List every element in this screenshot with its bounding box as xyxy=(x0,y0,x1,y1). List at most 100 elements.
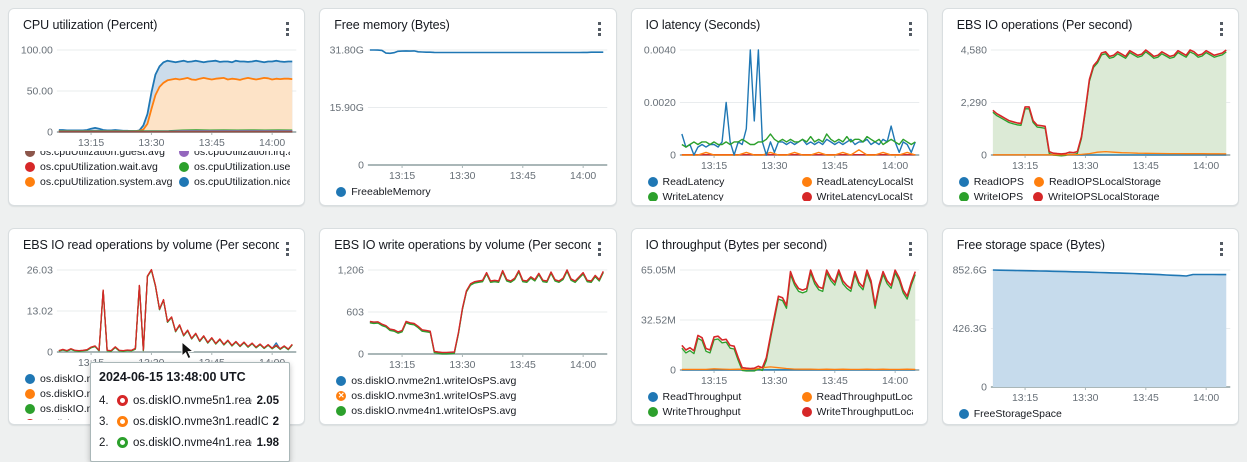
legend-item[interactable]: ReadIOPSLocalStorage xyxy=(1033,174,1161,189)
legend-label: os.cpuUtilization.nice.avg xyxy=(194,175,290,188)
kebab-dot-icon xyxy=(286,33,290,36)
chart-plot[interactable]: 31.80G 15.90G 0 13:15 13:30 13:45 14:00 xyxy=(322,40,611,183)
y-axis-tick-label: 50.00 xyxy=(27,86,53,97)
metric-panel: EBS IO write operations by volume (Per s… xyxy=(319,228,617,425)
legend-item[interactable]: FreeStorageSpace xyxy=(958,406,1062,420)
chart-plot[interactable]: 4,580 2,290 0 13:15 13:30 13:45 14:00 xyxy=(945,40,1234,173)
tooltip-row: 3. os.diskIO.nvme3n1.readIOsPS.avg 2 xyxy=(99,411,279,432)
chart-plot[interactable]: 65.05M 32.52M 0 13:15 13:30 13:45 14:00 xyxy=(634,260,923,388)
panel-header: Free memory (Bytes) xyxy=(320,9,615,40)
kebab-dot-icon xyxy=(908,253,912,256)
panel-title: IO latency (Seconds) xyxy=(645,18,761,32)
panel-menu-button[interactable] xyxy=(1213,18,1230,40)
panel-header: Free storage space (Bytes) xyxy=(943,229,1238,260)
legend-item[interactable]: WriteLatencyLocalStorage xyxy=(801,189,913,201)
panel-header: IO latency (Seconds) xyxy=(632,9,927,40)
mouse-cursor-icon xyxy=(181,341,195,360)
kebab-dot-icon xyxy=(597,22,601,25)
y-axis-tick-label: 0 xyxy=(358,160,364,171)
legend-label: ReadIOPS xyxy=(973,175,1024,188)
legend-item[interactable]: WriteIOPSLocalStorage xyxy=(1033,189,1159,201)
legend-label: os.diskIO.nvme2n1.writeIOsPS.avg xyxy=(351,374,517,387)
legend-item[interactable]: os.diskIO.nvme2n1.writeIOsPS.avg xyxy=(336,373,601,388)
legend-item[interactable]: ReadLatencyLocalStorage xyxy=(801,174,913,189)
kebab-dot-icon xyxy=(597,247,601,251)
panel-header: IO throughput (Bytes per second) xyxy=(632,229,927,260)
panel-menu-button[interactable] xyxy=(902,238,919,260)
y-axis-tick-label: 32.52M xyxy=(641,315,676,326)
legend-item[interactable]: os.cpuUtilization.wait.avg xyxy=(25,159,171,174)
legend-item[interactable]: os.cpuUtilization.guest.avg xyxy=(25,151,171,159)
kebab-dot-icon xyxy=(286,22,290,25)
metric-panel: Free memory (Bytes) 31.80G 15.90G 0 13:15 13:… xyxy=(319,8,617,206)
y-axis-tick-label: 100.00 xyxy=(21,45,53,56)
x-axis-tick-label: 13:45 xyxy=(821,161,847,172)
panel-menu-button[interactable] xyxy=(279,238,296,260)
metric-panel: Free storage space (Bytes) 852.6G 426.3G 0 1… xyxy=(941,228,1239,425)
kebab-dot-icon xyxy=(908,242,912,245)
legend-label: ReadLatencyLocalStorage xyxy=(816,175,913,188)
x-axis-tick-label: 14:00 xyxy=(1193,161,1219,172)
series-color-dot-icon xyxy=(179,161,189,172)
kebab-dot-icon xyxy=(1220,242,1223,245)
legend-item[interactable]: ReadLatency xyxy=(647,174,794,189)
tooltip-metric-value: 1.98 xyxy=(256,436,279,449)
chart-legend: ReadLatency ReadLatencyLocalStorage WriteL… xyxy=(647,174,913,201)
legend-label: os.diskIO.nvme5n1.writeIOsPS.avg xyxy=(351,420,516,421)
kebab-dot-icon xyxy=(908,247,912,251)
chart-plot[interactable]: 100.00 50.00 0 13:15 13:30 13:45 14:00 xyxy=(11,40,300,150)
panel-menu-button[interactable] xyxy=(591,238,608,260)
legend-label: os.cpuUtilization.wait.avg xyxy=(40,160,158,173)
x-axis-tick-label: 13:30 xyxy=(1072,161,1098,172)
legend-item[interactable]: os.cpuUtilization.nice.avg xyxy=(179,174,290,189)
y-axis-tick-label: 26.03 xyxy=(27,265,53,276)
metric-panel: IO throughput (Bytes per second) 65.05M 32… xyxy=(630,228,928,425)
kebab-dot-icon xyxy=(286,253,290,256)
panel-header: EBS IO write operations by volume (Per s… xyxy=(320,229,615,260)
panel-menu-button[interactable] xyxy=(902,18,919,40)
chart-legend: ReadIOPS ReadIOPSLocalStorage WriteIOPS Wri… xyxy=(958,174,1224,201)
legend-item[interactable]: WriteThroughput xyxy=(647,404,794,419)
kebab-dot-icon xyxy=(286,242,290,245)
panel-header: EBS IO read operations by volume (Per se… xyxy=(9,229,304,260)
series-color-dot-icon xyxy=(25,176,35,187)
legend-item[interactable]: ReadIOPS xyxy=(958,174,1024,189)
panel-menu-button[interactable] xyxy=(279,18,296,40)
legend-item[interactable]: os.cpuUtilization.system.avg xyxy=(25,174,172,189)
x-axis-tick-label: 13:15 xyxy=(1012,393,1038,404)
x-axis-tick-label: 14:00 xyxy=(570,360,596,371)
legend-item[interactable]: os.diskIO.nvme5n1.writeIOsPS.avg xyxy=(336,418,601,421)
series-color-dot-icon xyxy=(25,151,35,157)
kebab-dot-icon xyxy=(597,33,601,36)
legend-item[interactable]: os.cpuUtilization.user.avg xyxy=(179,159,290,174)
x-axis-tick-label: 13:45 xyxy=(1132,393,1158,404)
kebab-dot-icon xyxy=(1220,247,1223,251)
kebab-dot-icon xyxy=(1220,33,1223,36)
legend-items: ReadThroughput ReadThroughputLocalStorage… xyxy=(647,389,913,419)
legend-item[interactable]: ReadThroughputLocalStorage xyxy=(801,389,913,404)
legend-item[interactable]: ReadThroughput xyxy=(647,389,794,404)
legend-items: ReadIOPS ReadIOPSLocalStorage WriteIOPS Wri… xyxy=(958,174,1224,201)
kebab-dot-icon xyxy=(1220,253,1223,256)
legend-item[interactable]: FreeableMemory xyxy=(336,184,431,199)
panel-header: CPU utilization (Percent) xyxy=(9,9,304,40)
metric-panel: IO latency (Seconds) 0.0040 0.0020 0 13:15 13… xyxy=(630,8,928,206)
panel-menu-button[interactable] xyxy=(591,18,608,40)
x-axis-tick-label: 13:15 xyxy=(78,138,104,149)
chart-plot[interactable]: 852.6G 426.3G 0 13:15 13:30 13:45 14:00 xyxy=(945,260,1234,405)
legend-item[interactable]: os.cpuUtilization.irq.avg xyxy=(179,151,290,159)
x-axis-tick-label: 14:00 xyxy=(1193,393,1219,404)
legend-item[interactable]: WriteThroughputLocalStorage xyxy=(801,404,913,419)
series-color-dot-icon xyxy=(1033,176,1044,187)
legend-item[interactable]: WriteIOPS xyxy=(958,189,1023,201)
legend-item[interactable]: os.diskIO.nvme4n1.writeIOsPS.avg xyxy=(336,403,601,418)
chart-plot[interactable]: 0.0040 0.0020 0 13:15 13:30 13:45 14:00 xyxy=(634,40,923,173)
legend-item[interactable]: WriteLatency xyxy=(647,189,794,201)
chart-legend: ReadThroughput ReadThroughputLocalStorage… xyxy=(647,389,913,420)
series-color-dot-icon xyxy=(25,418,35,420)
panel-menu-button[interactable] xyxy=(1213,238,1230,260)
legend-items: os.diskIO.nvme2n1.writeIOsPS.avg ✕ os.disk… xyxy=(336,373,601,420)
chart-plot[interactable]: 1,206 603 0 13:15 13:30 13:45 14:00 xyxy=(322,260,611,372)
legend-item[interactable]: ✕ os.diskIO.nvme3n1.writeIOsPS.avg xyxy=(336,388,601,403)
